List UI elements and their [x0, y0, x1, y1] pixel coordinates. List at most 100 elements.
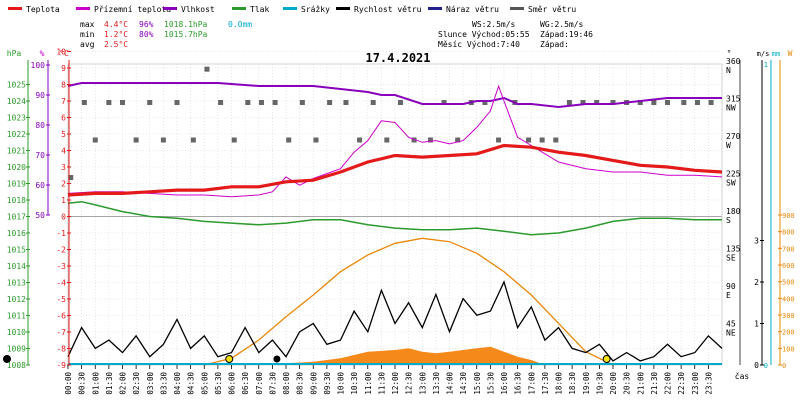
legend-swatch — [336, 7, 350, 10]
temperature-tick-label: 4 — [61, 147, 66, 156]
stats-avg-temp: 2.5°C — [104, 40, 128, 49]
percent-axis-unit: % — [40, 49, 45, 58]
legend-label: Tlak — [250, 5, 269, 14]
x-tick-label: 08:30 — [296, 372, 305, 395]
hpa-tick-label: 1010 — [7, 328, 26, 337]
temperature-tick-label: 5 — [61, 130, 66, 139]
stats-max-hum: 96% — [139, 20, 154, 29]
x-tick-label: 16:00 — [500, 372, 509, 395]
x-tick-label: 06:00 — [228, 372, 237, 395]
stats-avg-label: avg — [80, 40, 95, 49]
temperature-tick-label: -5 — [56, 295, 66, 304]
wind-direction-marker — [92, 137, 98, 143]
stats-max-press: 1018.1hPa — [164, 20, 208, 29]
direction-cardinal-label: S — [726, 216, 731, 225]
x-tick-label: 12:30 — [405, 372, 414, 395]
stats-min-press: 1015.7hPa — [164, 30, 208, 39]
x-tick-label: 07:30 — [268, 372, 277, 395]
direction-tick-label: 270 — [726, 132, 741, 141]
hpa-tick-label: 1014 — [7, 262, 26, 271]
temperature-tick-label: 10 — [56, 48, 66, 57]
direction-cardinal-label: SE — [726, 254, 736, 263]
temperature-tick-label: -8 — [56, 345, 66, 354]
hpa-tick-label: 1009 — [7, 345, 26, 354]
legend-label: Přízemní teplota — [94, 5, 171, 14]
legend-swatch — [8, 7, 22, 10]
temperature-tick-label: -3 — [56, 262, 66, 271]
x-tick-label: 13:30 — [432, 372, 441, 395]
stats-max-temp: 4.4°C — [104, 20, 128, 29]
x-tick-label: 02:30 — [132, 372, 141, 395]
wind-direction-marker — [397, 100, 403, 106]
time-axis-unit: čas — [735, 371, 750, 381]
legend-label: Náraz větru — [446, 5, 499, 14]
x-tick-label: 05:30 — [214, 372, 223, 395]
x-tick-label: 00:00 — [64, 372, 73, 395]
percent-tick-label: 100 — [31, 61, 46, 70]
humidity-line — [67, 82, 722, 109]
ground-temperature-line — [67, 84, 723, 198]
info-sun: Slunce Východ:05:55 — [438, 30, 530, 39]
x-tick-label: 14:30 — [459, 372, 468, 395]
wind-direction-marker — [441, 100, 447, 106]
x-tick-label: 21:30 — [650, 372, 659, 395]
wind-direction-marker — [160, 137, 166, 143]
x-tick-label: 04:30 — [187, 372, 196, 395]
direction-axis-unit: ° — [727, 49, 732, 58]
legend-swatch — [510, 7, 524, 10]
x-tick-label: 17:00 — [527, 372, 536, 395]
stats-max-label: max — [80, 20, 95, 29]
direction-cardinal-label: SW — [726, 179, 736, 188]
x-tick-label: 01:30 — [105, 372, 114, 395]
legend-label: Rychlost větru — [354, 5, 422, 14]
wind-direction-marker — [258, 100, 264, 106]
legend-label: Srážky — [301, 5, 330, 14]
wind-direction-marker — [566, 100, 572, 106]
x-tick-label: 11:30 — [377, 372, 386, 395]
wind-direction-marker — [681, 100, 687, 106]
wind-direction-marker — [218, 100, 224, 106]
wind-direction-marker — [427, 137, 433, 143]
percent-tick-label: 80 — [35, 121, 45, 130]
x-tick-label: 19:00 — [582, 372, 591, 395]
x-tick-label: 09:30 — [323, 372, 332, 395]
wind-direction-marker — [594, 100, 600, 106]
temperature-tick-label: -6 — [56, 312, 66, 321]
stats-min-temp: 1.2°C — [104, 30, 128, 39]
legend-label: Směr větru — [528, 5, 576, 14]
x-tick-label: 13:00 — [418, 372, 427, 395]
x-tick-label: 17:30 — [541, 372, 550, 395]
x-tick-label: 23:00 — [691, 372, 700, 395]
hpa-axis-unit: hPa — [7, 49, 22, 58]
hpa-tick-label: 1024 — [7, 97, 26, 106]
hpa-tick-label: 1019 — [7, 180, 26, 189]
wind-tick-label: 3 — [754, 237, 759, 246]
wind-direction-marker — [708, 100, 714, 106]
wind-direction-marker — [343, 100, 349, 106]
direction-tick-label: 90 — [726, 282, 736, 291]
stats-max-rain: 0.0mm — [228, 20, 252, 29]
temperature-tick-label: 6 — [61, 114, 66, 123]
direction-cardinal-label: E — [726, 291, 731, 300]
wind-direction-marker — [357, 137, 363, 143]
wind-direction-marker — [694, 100, 700, 106]
sunrise-marker — [225, 355, 234, 363]
solar-measured-area — [258, 346, 545, 365]
hpa-tick-label: 1017 — [7, 213, 26, 222]
direction-tick-label: 135 — [726, 245, 741, 254]
info-moonset: Západ: — [540, 40, 569, 49]
legend-swatch — [163, 7, 177, 10]
chart-title: 17.4.2021 — [365, 51, 430, 65]
hpa-tick-label: 1011 — [7, 312, 26, 321]
direction-tick-label: 45 — [726, 320, 736, 329]
wind-direction-marker — [539, 137, 545, 143]
info-ws: WS:2.5m/s — [472, 20, 516, 29]
solar-tick-label: 700 — [782, 245, 795, 253]
wind-direction-marker — [120, 100, 125, 106]
direction-cardinal-label: NE — [726, 329, 736, 338]
percent-tick-label: 50 — [35, 211, 45, 220]
hpa-tick-label: 1023 — [7, 114, 26, 123]
solar-tick-label: 400 — [782, 295, 795, 303]
legend-swatch — [283, 7, 297, 10]
rain-tick-label: 0 — [764, 362, 768, 370]
